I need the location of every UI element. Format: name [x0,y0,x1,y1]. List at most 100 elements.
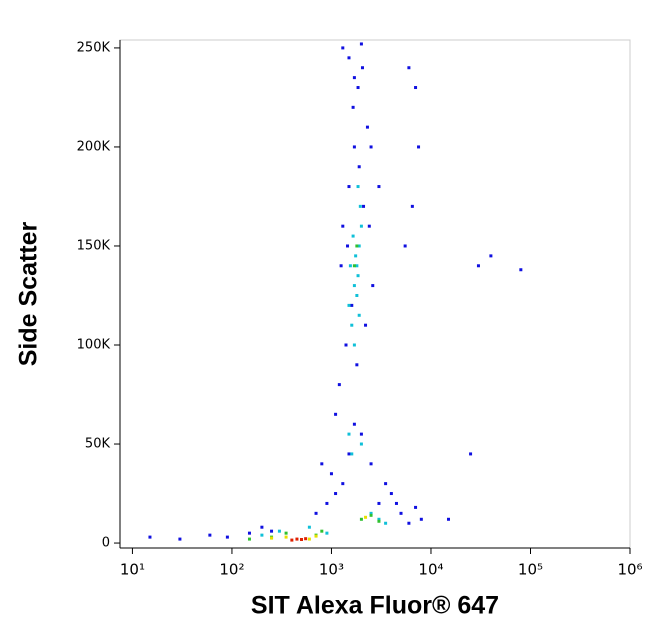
point [290,538,294,542]
point [357,313,361,317]
point [364,515,368,519]
point [355,264,359,268]
point [225,535,229,539]
point [208,533,212,537]
point [307,525,311,529]
point [304,537,308,541]
x-tick-label: 10⁴ [418,561,443,579]
point [369,511,373,515]
point [355,363,359,367]
point [357,244,361,248]
point [414,505,418,509]
x-tick-label: 10¹ [120,561,145,579]
point [389,492,393,496]
point [469,452,473,456]
point [347,432,351,436]
point [407,66,411,70]
point [369,145,373,149]
point [364,323,368,327]
point [247,537,251,541]
point [347,185,351,189]
point [359,432,363,436]
point [384,521,388,525]
point [356,274,360,278]
point [358,204,362,208]
point [314,511,318,515]
point [334,492,338,496]
point [247,531,251,535]
point [350,452,354,456]
point [339,264,343,268]
point [352,145,356,149]
point [260,525,264,529]
point [399,511,403,515]
point [351,105,355,109]
y-tick-label: 0 [102,536,110,551]
point [329,472,333,476]
y-tick-label: 50K [85,437,111,452]
point [369,462,373,466]
point [377,519,381,523]
point [394,501,398,505]
point [359,42,363,46]
point [359,224,363,228]
point [307,537,311,541]
point [419,517,423,521]
x-tick-label: 10² [219,561,244,579]
point [362,204,366,208]
point [334,412,338,416]
point [446,517,450,521]
point [352,264,356,268]
plot-frame [119,39,631,549]
point [352,422,356,426]
point [367,224,371,228]
point [377,501,381,505]
point [384,482,388,486]
point [414,86,418,90]
point [359,442,363,446]
point [337,383,341,387]
point [403,244,407,248]
point [351,234,355,238]
point [300,537,304,541]
point [148,535,152,539]
point [320,462,324,466]
point [352,343,356,347]
point [325,501,329,505]
point [519,268,523,272]
point [352,76,356,80]
x-axis-title: SIT Alexa Fluor® 647 [251,592,499,620]
x-tick-label: 10³ [319,561,344,579]
point [350,303,354,307]
point [347,452,351,456]
y-tick-label: 250K [77,40,111,55]
point [260,533,264,537]
x-tick-label: 10⁵ [518,561,543,579]
point [356,86,360,90]
point [284,531,288,535]
point [348,264,352,268]
point [354,254,358,258]
point [410,204,414,208]
point [320,529,324,533]
point [284,535,288,539]
y-tick-label: 200K [77,139,111,154]
point [347,56,351,60]
point [352,284,356,288]
point [357,165,361,169]
point [407,521,411,525]
point [270,536,274,540]
point [365,125,369,129]
point [344,343,348,347]
point [369,513,373,517]
point [178,537,182,541]
point [371,284,375,288]
point [346,244,350,248]
point [355,293,359,297]
point [270,529,274,533]
point [355,244,359,248]
point [325,531,329,535]
point [341,46,345,50]
point [314,534,318,538]
